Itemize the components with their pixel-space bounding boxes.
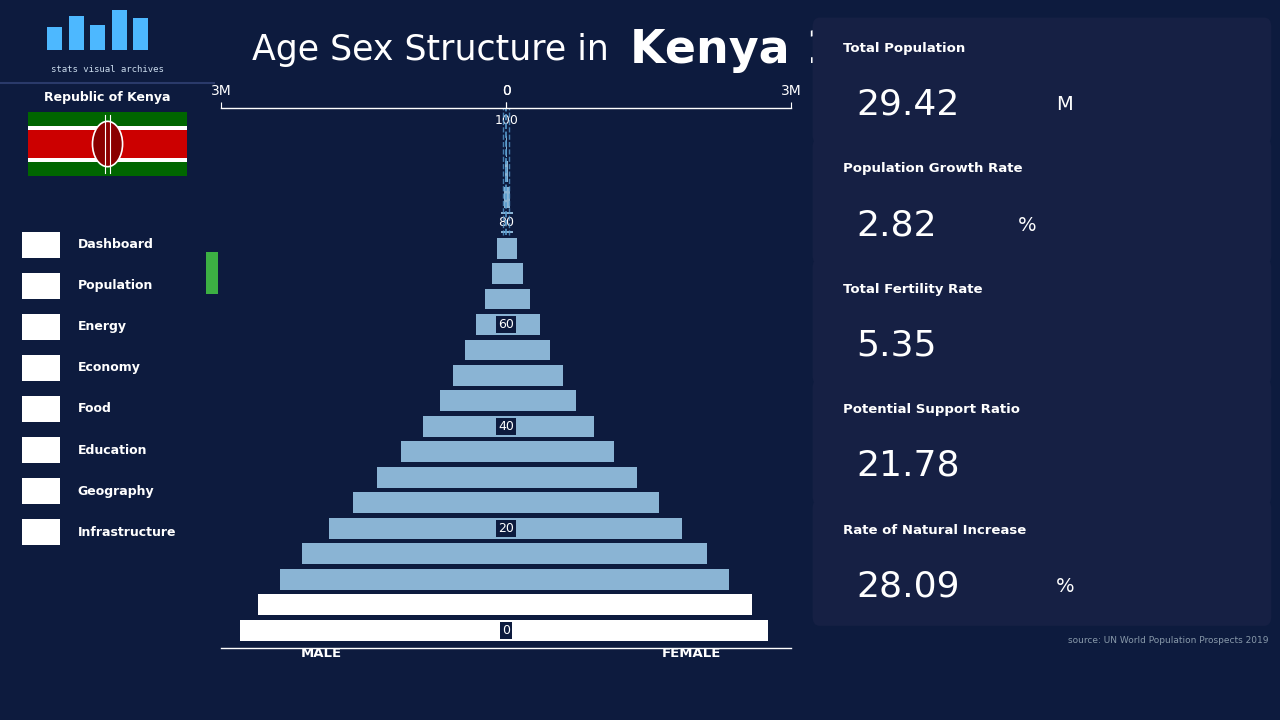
Bar xyxy=(133,18,148,50)
Text: source: UN World Population Prospects 2019: source: UN World Population Prospects 20… xyxy=(1069,636,1268,645)
Text: FEMALE: FEMALE xyxy=(662,647,721,660)
Text: 2.82: 2.82 xyxy=(856,208,937,242)
Text: MALE: MALE xyxy=(301,647,342,660)
Text: Rate of Natural Increase: Rate of Natural Increase xyxy=(842,523,1027,536)
Bar xyxy=(507,161,508,182)
Bar xyxy=(507,340,550,361)
Bar xyxy=(22,437,60,463)
Bar xyxy=(47,27,63,50)
Text: Education: Education xyxy=(77,444,147,456)
Text: 80: 80 xyxy=(498,216,515,229)
Text: %: % xyxy=(1056,577,1074,595)
Bar xyxy=(466,340,507,361)
Text: 0: 0 xyxy=(502,624,511,636)
Bar xyxy=(497,238,507,258)
Text: Republic of Kenya: Republic of Kenya xyxy=(45,91,170,104)
Bar xyxy=(507,467,637,487)
Bar xyxy=(28,158,187,162)
Bar xyxy=(206,252,219,294)
Bar xyxy=(476,314,507,335)
Bar xyxy=(507,492,659,513)
Bar xyxy=(507,544,707,564)
Text: %: % xyxy=(1018,215,1037,235)
Text: Dashboard: Dashboard xyxy=(77,238,154,251)
Bar xyxy=(507,289,530,310)
Bar xyxy=(401,441,507,462)
Bar xyxy=(507,569,730,590)
FancyBboxPatch shape xyxy=(813,379,1271,505)
Bar xyxy=(507,238,517,258)
Bar xyxy=(485,289,507,310)
FancyBboxPatch shape xyxy=(813,499,1271,626)
Bar xyxy=(507,314,540,335)
Text: 28.09: 28.09 xyxy=(856,570,960,603)
Bar xyxy=(507,390,576,411)
Bar xyxy=(507,416,594,437)
Bar xyxy=(28,128,187,161)
Text: stats visual archives: stats visual archives xyxy=(51,65,164,73)
Bar xyxy=(28,126,187,130)
Bar xyxy=(507,186,509,207)
Bar xyxy=(353,492,507,513)
Bar xyxy=(500,212,507,233)
Bar xyxy=(422,416,507,437)
FancyBboxPatch shape xyxy=(813,258,1271,385)
Text: Age Sex Structure in: Age Sex Structure in xyxy=(252,33,620,68)
Text: 100: 100 xyxy=(494,114,518,127)
Bar xyxy=(302,544,507,564)
Bar xyxy=(22,273,60,299)
Text: Total Population: Total Population xyxy=(842,42,965,55)
Bar xyxy=(111,10,127,50)
Text: Infrastructure: Infrastructure xyxy=(77,526,175,539)
Bar xyxy=(22,396,60,422)
FancyBboxPatch shape xyxy=(813,138,1271,265)
Bar xyxy=(28,161,187,176)
Bar xyxy=(503,186,507,207)
Bar xyxy=(507,594,753,615)
Text: Potential Support Ratio: Potential Support Ratio xyxy=(842,403,1020,416)
Text: Economy: Economy xyxy=(77,361,141,374)
Text: Food: Food xyxy=(77,402,111,415)
Bar xyxy=(329,518,507,539)
Bar xyxy=(492,263,507,284)
Text: 40: 40 xyxy=(498,420,515,433)
Text: 21.78: 21.78 xyxy=(856,449,960,483)
Bar xyxy=(507,365,563,386)
Bar xyxy=(69,16,84,50)
Bar xyxy=(22,232,60,258)
Bar xyxy=(22,519,60,545)
Text: 5.35: 5.35 xyxy=(856,328,937,362)
Text: 60: 60 xyxy=(498,318,515,331)
Bar xyxy=(22,355,60,381)
Bar xyxy=(507,518,682,539)
Text: M: M xyxy=(1056,95,1073,114)
Bar xyxy=(22,478,60,504)
FancyBboxPatch shape xyxy=(813,17,1271,144)
Text: Kenya 1998: Kenya 1998 xyxy=(630,28,933,73)
Bar xyxy=(453,365,507,386)
Text: 20: 20 xyxy=(498,522,515,535)
Bar xyxy=(280,569,507,590)
Text: Total Fertility Rate: Total Fertility Rate xyxy=(842,283,982,296)
Bar xyxy=(257,594,507,615)
Text: Energy: Energy xyxy=(77,320,127,333)
Bar xyxy=(28,112,187,127)
Text: 29.42: 29.42 xyxy=(856,88,960,122)
Bar xyxy=(28,112,187,176)
Bar xyxy=(378,467,507,487)
Bar xyxy=(507,263,522,284)
Bar xyxy=(241,620,507,641)
Ellipse shape xyxy=(92,121,123,166)
Text: Population: Population xyxy=(77,279,152,292)
Text: Population Growth Rate: Population Growth Rate xyxy=(842,163,1023,176)
Text: Geography: Geography xyxy=(77,485,154,498)
Bar xyxy=(507,212,512,233)
Bar xyxy=(91,25,105,50)
Bar xyxy=(440,390,507,411)
Bar xyxy=(507,441,614,462)
Bar xyxy=(22,314,60,340)
Bar xyxy=(507,620,768,641)
